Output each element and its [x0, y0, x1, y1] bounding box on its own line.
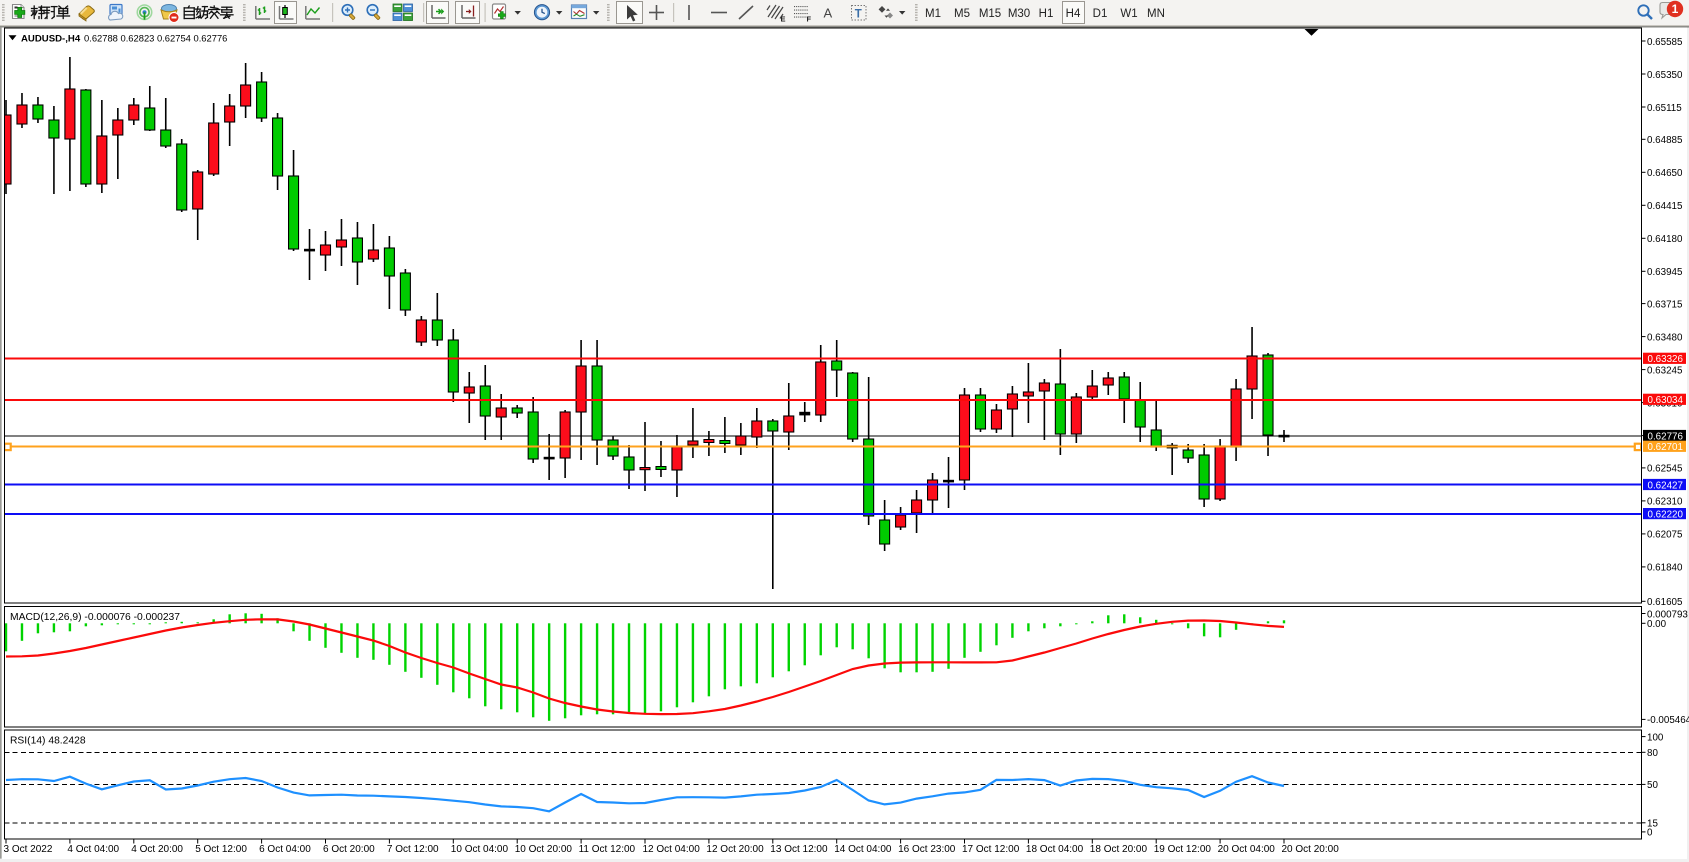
svg-text:W1: W1 [1120, 8, 1137, 20]
svg-text:0.63326: 0.63326 [1648, 354, 1684, 365]
svg-text:15: 15 [1647, 819, 1658, 830]
svg-text:RSI(14) 48.2428: RSI(14) 48.2428 [10, 736, 86, 747]
svg-text:M15: M15 [979, 8, 1001, 20]
svg-text:0.64180: 0.64180 [1647, 234, 1683, 245]
svg-text:MACD(12,26,9) -0.000076 -0.000: MACD(12,26,9) -0.000076 -0.000237 [10, 612, 180, 623]
svg-text:17 Oct 12:00: 17 Oct 12:00 [962, 844, 1020, 855]
svg-text:M5: M5 [954, 8, 970, 20]
svg-text:80: 80 [1647, 748, 1658, 759]
svg-text:0.64415: 0.64415 [1647, 201, 1683, 212]
svg-text:4 Oct 20:00: 4 Oct 20:00 [131, 844, 183, 855]
svg-text:H4: H4 [1066, 8, 1081, 20]
svg-text:0.65350: 0.65350 [1647, 70, 1683, 81]
svg-text:0.65585: 0.65585 [1647, 37, 1683, 48]
svg-text:0.64885: 0.64885 [1647, 135, 1683, 146]
svg-text:MN: MN [1147, 8, 1165, 20]
svg-text:0.63034: 0.63034 [1648, 395, 1684, 406]
svg-text:F: F [807, 15, 812, 24]
svg-text:0.000793: 0.000793 [1647, 609, 1688, 620]
svg-text:E: E [781, 15, 786, 24]
svg-text:0.62075: 0.62075 [1647, 530, 1683, 541]
svg-text:5 Oct 12:00: 5 Oct 12:00 [195, 844, 247, 855]
svg-text:100: 100 [1647, 732, 1664, 743]
svg-text:M30: M30 [1008, 8, 1030, 20]
svg-text:3 Oct 2022: 3 Oct 2022 [4, 844, 53, 855]
svg-text:0.62788 0.62823 0.62754 0.6277: 0.62788 0.62823 0.62754 0.62776 [84, 33, 227, 44]
svg-text:14 Oct 04:00: 14 Oct 04:00 [834, 844, 892, 855]
svg-text:0.65115: 0.65115 [1647, 103, 1682, 114]
svg-text:0.63945: 0.63945 [1647, 267, 1683, 278]
svg-text:13 Oct 12:00: 13 Oct 12:00 [770, 844, 828, 855]
svg-text:0.00: 0.00 [1647, 619, 1667, 630]
svg-text:11 Oct 12:00: 11 Oct 12:00 [579, 844, 636, 855]
svg-text:6 Oct 20:00: 6 Oct 20:00 [323, 844, 375, 855]
svg-text:D1: D1 [1093, 8, 1108, 20]
svg-text:T: T [855, 8, 862, 20]
svg-text:AUDUSD-,H4: AUDUSD-,H4 [21, 34, 81, 45]
svg-text:M1: M1 [925, 8, 941, 20]
svg-text:0.62220: 0.62220 [1648, 510, 1684, 521]
svg-text:12 Oct 04:00: 12 Oct 04:00 [643, 844, 701, 855]
svg-text:6 Oct 04:00: 6 Oct 04:00 [259, 844, 311, 855]
svg-text:7 Oct 12:00: 7 Oct 12:00 [387, 844, 439, 855]
svg-text:1: 1 [1672, 2, 1679, 16]
svg-text:0.62776: 0.62776 [1648, 431, 1684, 442]
svg-text:-0.005464: -0.005464 [1647, 715, 1689, 726]
svg-text:A: A [824, 6, 833, 21]
svg-text:19 Oct 12:00: 19 Oct 12:00 [1154, 844, 1212, 855]
svg-text:4 Oct 04:00: 4 Oct 04:00 [67, 844, 119, 855]
svg-text:20 Oct 20:00: 20 Oct 20:00 [1282, 844, 1340, 855]
svg-text:0.62545: 0.62545 [1647, 464, 1683, 475]
svg-text:10 Oct 20:00: 10 Oct 20:00 [515, 844, 573, 855]
svg-text:0.61605: 0.61605 [1647, 597, 1683, 608]
svg-text:0: 0 [1647, 828, 1653, 839]
svg-text:16 Oct 23:00: 16 Oct 23:00 [898, 844, 956, 855]
svg-text:H1: H1 [1039, 8, 1054, 20]
svg-text:0.62701: 0.62701 [1648, 442, 1683, 453]
svg-text:0.61840: 0.61840 [1647, 563, 1683, 574]
svg-text:0.63480: 0.63480 [1647, 332, 1683, 343]
svg-text:0.64650: 0.64650 [1647, 168, 1683, 179]
svg-text:0.63245: 0.63245 [1647, 365, 1683, 376]
svg-text:0.62310: 0.62310 [1647, 497, 1683, 508]
svg-text:0.62427: 0.62427 [1648, 480, 1683, 491]
svg-text:12 Oct 20:00: 12 Oct 20:00 [706, 844, 764, 855]
svg-text:18 Oct 20:00: 18 Oct 20:00 [1090, 844, 1148, 855]
svg-text:10 Oct 04:00: 10 Oct 04:00 [451, 844, 509, 855]
svg-text:20 Oct 04:00: 20 Oct 04:00 [1218, 844, 1276, 855]
svg-text:50: 50 [1647, 780, 1658, 791]
svg-text:18 Oct 04:00: 18 Oct 04:00 [1026, 844, 1084, 855]
svg-text:0.63715: 0.63715 [1647, 299, 1683, 310]
